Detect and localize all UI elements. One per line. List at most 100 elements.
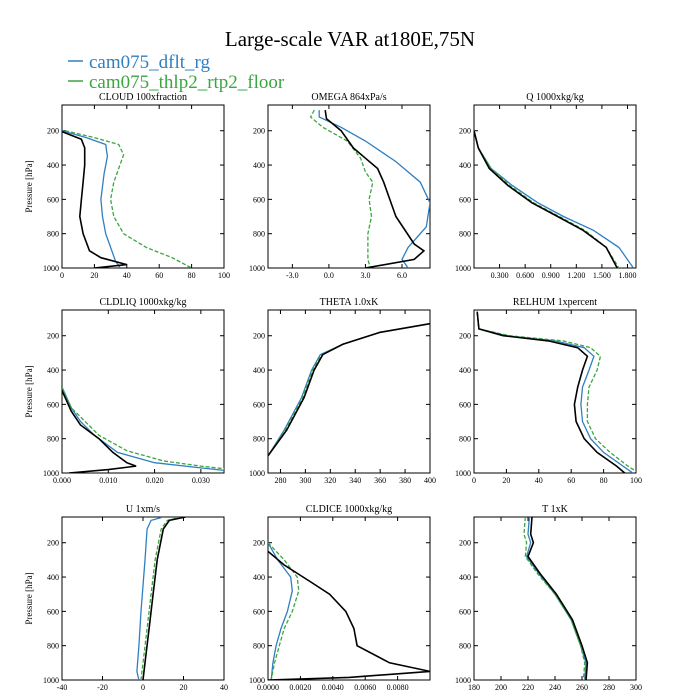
panel-2: OMEGA 864xPa/s 200 400 600 800 1000 -3.0 0.0 3.0… [249,92,431,280]
x-tick-label: 0.900 [542,271,560,280]
profile-line-reference [62,130,128,268]
panel-title: CLOUD 100xfraction [99,92,187,103]
panel-title: Q 1000xkg/kg [526,92,584,103]
panel-5: THETA 1.0xK 200 400 600 800 1000 280 300 320 340 3… [249,297,436,485]
y-tick-label: 1000 [455,469,471,478]
profile-line-series-1 [268,323,430,457]
x-tick-label: 280 [274,476,286,485]
x-tick-label: 0.0060 [354,683,376,692]
x-tick-label: -20 [97,683,108,692]
x-tick-label: 40 [220,683,228,692]
panel-title: RELHUM 1xpercent [513,297,597,308]
profile-line-series-2 [140,517,182,680]
x-tick-label: 360 [374,476,386,485]
y-tick-label: 600 [253,400,265,409]
y-tick-label: 1000 [249,469,265,478]
x-tick-label: 0.0000 [257,683,279,692]
panel-4: CLDLIQ 1000xkg/kg Pressure [hPa] 200 400 600… [24,297,225,485]
plot-frame [267,309,431,474]
figure-title: Large-scale VAR at180E,75N [225,27,475,51]
panel-title: T 1xK [542,504,568,515]
x-tick-label: 20 [90,271,98,280]
x-tick-label: 0.300 [491,271,509,280]
x-tick-label: 280 [603,683,615,692]
y-tick-label: 400 [47,366,59,375]
x-tick-label: -40 [57,683,68,692]
x-tick-label: 0.0 [324,271,334,280]
panel-title: CLDICE 1000xkg/kg [306,504,392,515]
y-tick-label: 800 [459,642,471,651]
profile-line-reference [268,550,430,680]
profile-line-reference [476,311,626,473]
x-tick-label: 60 [155,271,163,280]
profile-line-series-2 [309,109,374,268]
x-tick-label: 380 [399,476,411,485]
panel-title: U 1xm/s [126,504,160,515]
profile-line-series-2 [523,517,586,680]
y-tick-label: 600 [47,400,59,409]
x-tick-label: 1.500 [593,271,611,280]
panel-3: Q 1000xkg/kg 200 400 600 800 1000 0.300 0.600 0.… [455,92,637,280]
y-tick-label: 400 [47,161,59,170]
profile-line-series-1 [474,130,634,268]
y-tick-label: 1000 [455,676,471,685]
x-tick-label: 300 [299,476,311,485]
x-tick-label: 1.800 [618,271,636,280]
y-tick-label: 200 [47,539,59,548]
y-tick-label: 800 [253,230,265,239]
x-tick-label: 20 [180,683,188,692]
x-tick-label: 6.0 [397,271,407,280]
y-tick-label: 600 [47,607,59,616]
legend: cam075_dflt_rg cam075_thlp2_rtp2_floor [68,52,285,93]
x-tick-label: 260 [576,683,588,692]
y-tick-label: 1000 [43,469,59,478]
profile-line-reference [62,390,137,473]
y-tick-label: 800 [47,642,59,651]
plot-frame [473,104,637,269]
y-tick-label: 1000 [455,264,471,273]
profile-line-reference [268,322,430,457]
y-tick-label: 800 [459,230,471,239]
x-tick-label: 0.0040 [322,683,344,692]
plot-frame [267,516,431,681]
profile-line-series-2 [268,542,300,680]
profile-line-series-2 [476,311,636,472]
x-tick-label: 0.000 [53,476,71,485]
x-tick-label: 0.0020 [289,683,311,692]
y-tick-label: 400 [459,366,471,375]
y-axis-label: Pressure [hPa] [24,160,34,212]
x-tick-label: 100 [630,476,642,485]
y-tick-label: 800 [47,435,59,444]
x-tick-label: 20 [502,476,510,485]
y-tick-label: 600 [459,400,471,409]
y-tick-label: 800 [47,230,59,239]
y-tick-label: 400 [459,573,471,582]
x-tick-label: 0 [141,683,145,692]
y-tick-label: 800 [253,435,265,444]
y-tick-label: 400 [47,573,59,582]
panel-title: CLDLIQ 1000xkg/kg [100,297,187,308]
profile-line-reference [527,517,589,680]
profile-line-series-1 [318,110,430,268]
x-tick-label: 0.030 [192,476,210,485]
x-tick-label: 0.0080 [387,683,409,692]
y-axis-label: Pressure [hPa] [24,572,34,624]
y-tick-label: 600 [459,195,471,204]
x-tick-label: 60 [567,476,575,485]
x-tick-label: 100 [218,271,230,280]
profile-line-series-1 [62,130,121,268]
profile-line-series-2 [268,323,430,457]
y-tick-label: 600 [47,195,59,204]
panel-title: THETA 1.0xK [320,297,379,308]
profile-line-series-1 [136,517,164,680]
y-tick-label: 1000 [249,676,265,685]
y-tick-label: 200 [47,127,59,136]
profile-line-series-2 [474,130,620,268]
y-tick-label: 600 [253,195,265,204]
plot-frame [473,516,637,681]
x-tick-label: 340 [349,476,361,485]
y-tick-label: 600 [459,607,471,616]
